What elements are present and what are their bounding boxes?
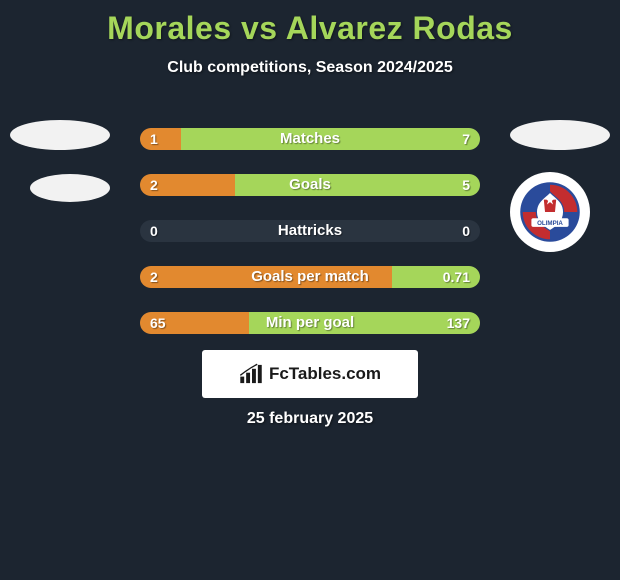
fctables-logo: FcTables.com [202, 350, 418, 398]
avatar-ellipse-bottom [30, 174, 110, 202]
chart-icon [239, 363, 265, 385]
stat-label: Goals per match [140, 266, 480, 288]
stats-bars: 17Matches 25Goals 00Hattricks 20.71Goals pe… [140, 128, 480, 358]
stat-row: 65137Min per goal [140, 312, 480, 334]
stat-label: Matches [140, 128, 480, 150]
stat-row: 00Hattricks [140, 220, 480, 242]
stat-row: 25Goals [140, 174, 480, 196]
player-right-avatar: OLIMPIA [510, 120, 610, 252]
svg-text:OLIMPIA: OLIMPIA [537, 220, 563, 227]
stat-label: Min per goal [140, 312, 480, 334]
club-shield: OLIMPIA [510, 172, 590, 252]
player-left-avatar [10, 120, 110, 202]
olimpia-logo-icon: OLIMPIA [519, 181, 581, 243]
logo-text: FcTables.com [269, 364, 381, 384]
stat-label: Goals [140, 174, 480, 196]
subtitle: Club competitions, Season 2024/2025 [0, 59, 620, 77]
avatar-ellipse-top [10, 120, 110, 150]
page-title: Morales vs Alvarez Rodas [0, 0, 620, 47]
date-label: 25 february 2025 [0, 410, 620, 428]
stat-label: Hattricks [140, 220, 480, 242]
avatar-ellipse-top [510, 120, 610, 150]
stat-row: 17Matches [140, 128, 480, 150]
stat-row: 20.71Goals per match [140, 266, 480, 288]
